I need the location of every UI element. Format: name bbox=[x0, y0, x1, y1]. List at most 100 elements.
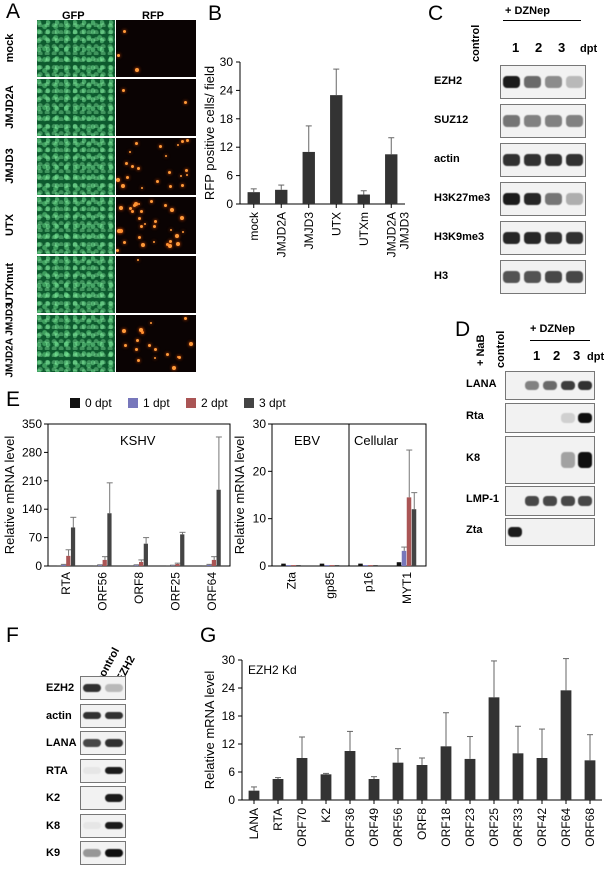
rfp-cell-dot bbox=[150, 322, 152, 324]
rfp-cell-dot bbox=[185, 169, 188, 172]
band bbox=[578, 495, 593, 507]
band bbox=[542, 380, 558, 391]
bar bbox=[291, 565, 296, 566]
band bbox=[545, 271, 562, 283]
x-tick-label: RTA bbox=[59, 572, 73, 595]
blot-strip bbox=[500, 143, 586, 177]
y-tick-label: 30 bbox=[253, 417, 267, 431]
band bbox=[566, 271, 583, 283]
rfp-cell-dot bbox=[150, 200, 153, 203]
x-tick-label: RTA bbox=[271, 808, 285, 831]
legend-label: 2 dpt bbox=[201, 395, 228, 410]
rfp-cell-dot bbox=[133, 204, 136, 207]
band bbox=[503, 271, 520, 283]
rfp-image bbox=[116, 256, 196, 313]
chart-e-kshv: 0 70 140 210 280 350 RTA ORF56 ORF8 ORF25 ORF64 Rel… bbox=[2, 417, 231, 611]
legend-swatch bbox=[186, 397, 196, 408]
rfp-cell-dot bbox=[137, 259, 139, 261]
y-tick-label: 12 bbox=[222, 737, 236, 751]
x-tick-label: ORF18 bbox=[439, 808, 453, 847]
bar bbox=[330, 95, 343, 204]
bar bbox=[180, 534, 185, 566]
y-tick-label: 18 bbox=[220, 112, 234, 126]
rfp-image bbox=[116, 315, 196, 372]
lane-label: 2 bbox=[553, 348, 561, 363]
y-tick-label: 30 bbox=[222, 653, 236, 667]
band bbox=[105, 739, 123, 747]
rfp-cell-dot bbox=[135, 142, 138, 145]
y-tick-label: 10 bbox=[253, 512, 267, 526]
x-tick-label: ORF42 bbox=[535, 808, 549, 847]
x-tick-label: ORF8 bbox=[132, 572, 146, 604]
control-label: control bbox=[470, 24, 482, 62]
rfp-cell-dot bbox=[138, 217, 141, 220]
band bbox=[524, 154, 541, 166]
bar bbox=[102, 559, 107, 566]
blot-label: K8 bbox=[46, 819, 61, 832]
rfp-cell-dot bbox=[153, 225, 156, 228]
x-tick-label: Zta bbox=[284, 572, 298, 590]
band bbox=[560, 412, 575, 424]
y-axis-label: Relative mRNA level bbox=[202, 671, 217, 790]
x-tick-label: JMJD3 bbox=[397, 212, 410, 250]
blot-label: actin bbox=[46, 709, 72, 722]
band bbox=[524, 115, 541, 127]
rfp-cell-dot bbox=[180, 216, 184, 220]
bar bbox=[139, 561, 144, 566]
blot-strip bbox=[505, 518, 595, 546]
chart-e-ebv-cellular: 0 10 20 30 Zta gp85 p16 MYT1 Relative mRNA level… bbox=[232, 417, 427, 604]
rfp-cell-dot bbox=[181, 184, 184, 187]
lane-label: 3 bbox=[558, 40, 566, 55]
gfp-image bbox=[37, 256, 115, 313]
y-tick-label: 350 bbox=[22, 417, 42, 431]
y-axis-label: Relative mRNA level bbox=[232, 436, 247, 555]
gfp-header: GFP bbox=[62, 10, 85, 22]
band bbox=[105, 849, 123, 857]
dpt-label: dpt bbox=[580, 43, 598, 55]
blot-strip bbox=[80, 841, 126, 865]
bar bbox=[296, 758, 308, 800]
rfp-cell-dot bbox=[138, 236, 141, 239]
x-tick-label: gp85 bbox=[323, 572, 337, 599]
rfp-cell-dot bbox=[154, 357, 156, 359]
bar bbox=[70, 527, 76, 566]
chart-title: EZH2 Kd bbox=[248, 663, 297, 677]
x-tick-label: ORF56 bbox=[391, 808, 405, 847]
lane-label: 2 bbox=[535, 40, 543, 55]
x-tick-label: ORF68 bbox=[583, 808, 597, 847]
band bbox=[560, 495, 575, 507]
gfp-image bbox=[37, 138, 115, 195]
bar bbox=[143, 543, 148, 566]
bar bbox=[512, 753, 524, 800]
rfp-cell-dot bbox=[122, 329, 126, 333]
bar bbox=[396, 562, 402, 566]
rfp-cell-dot bbox=[186, 139, 189, 142]
rfp-cell-dot bbox=[153, 241, 155, 243]
band bbox=[105, 711, 123, 720]
band bbox=[503, 76, 520, 88]
panel-label-a: A bbox=[6, 0, 21, 23]
band bbox=[503, 193, 520, 205]
x-tick-label: K2 bbox=[319, 808, 333, 823]
blot-label: LANA bbox=[46, 737, 77, 749]
band bbox=[524, 271, 541, 283]
x-tick-label: ORF8 bbox=[415, 808, 429, 840]
rfp-cell-dot bbox=[159, 145, 162, 148]
blot-label: RTA bbox=[46, 764, 68, 777]
band bbox=[545, 115, 562, 127]
band bbox=[578, 412, 593, 424]
blot-strip bbox=[80, 703, 126, 728]
rfp-cell-dot bbox=[123, 30, 126, 33]
band bbox=[525, 380, 540, 391]
rfp-cell-dot bbox=[116, 249, 119, 252]
blot-strip bbox=[500, 182, 586, 216]
rfp-cell-dot bbox=[177, 144, 179, 146]
bar bbox=[248, 790, 260, 800]
band bbox=[105, 821, 123, 830]
rfp-cell-dot bbox=[117, 54, 120, 57]
band bbox=[545, 232, 562, 244]
rfp-cell-dot bbox=[169, 240, 172, 243]
rfp-cell-dot bbox=[156, 180, 159, 183]
bar bbox=[319, 563, 325, 566]
panel-label-f: F bbox=[6, 624, 19, 647]
